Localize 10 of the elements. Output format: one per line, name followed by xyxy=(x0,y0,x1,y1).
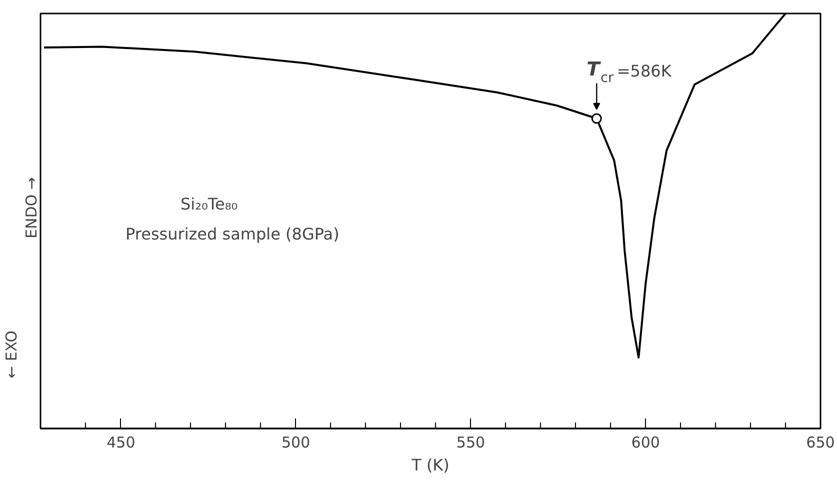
x-tick-label: 650 xyxy=(806,434,835,452)
x-tick-label: 500 xyxy=(282,434,310,452)
text: ← EXO xyxy=(2,330,20,378)
annotation: Pressurized sample (8GPa) xyxy=(126,224,340,244)
x-axis-title: T (K) xyxy=(410,456,450,474)
annotation: Si₂₀Te₈₀ xyxy=(180,194,238,214)
x-tick-label: 550 xyxy=(456,434,486,452)
x-tick-label: 450 xyxy=(106,434,136,452)
annotation: ENDO → xyxy=(22,177,40,238)
x-tick-label: 600 xyxy=(631,434,660,452)
